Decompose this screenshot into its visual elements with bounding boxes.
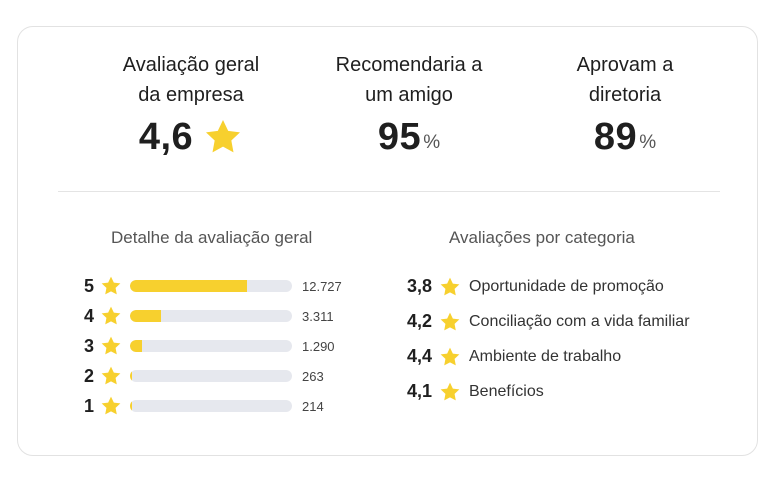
recommend-label: Recomendaria a um amigo	[335, 54, 483, 106]
category-label: Benefícios	[469, 382, 544, 400]
star-icon	[101, 306, 121, 325]
category-row[interactable]: 4,2 Conciliação com a vida familiar	[407, 304, 690, 339]
review-count: 12.727	[302, 278, 342, 294]
category-score: 4,1	[407, 381, 433, 401]
category-score: 3,8	[407, 276, 433, 296]
star-icon	[101, 366, 121, 385]
category-label: Conciliação com a vida familiar	[469, 312, 690, 330]
rating-distribution: 5 12.727 4 3.311 3 1.290 2 263 1 214	[84, 271, 342, 421]
distribution-row[interactable]: 3 1.290	[84, 331, 342, 361]
distribution-bar-fill	[130, 370, 133, 382]
star-icon	[101, 276, 121, 295]
review-count: 3.311	[302, 308, 334, 324]
distribution-bar	[130, 340, 292, 352]
distribution-bar	[130, 400, 292, 412]
star-icon	[440, 382, 460, 400]
approve-value: 89	[593, 115, 638, 158]
review-count: 214	[302, 398, 324, 414]
star-level: 1	[84, 395, 95, 416]
category-row[interactable]: 4,4 Ambiente de trabalho	[407, 339, 690, 374]
approve-percent-sign: %	[639, 132, 657, 153]
category-row[interactable]: 3,8 Oportunidade de promoção	[407, 269, 690, 304]
ratings-card: Avaliação geral da empresa 4,6 Recomenda…	[17, 26, 758, 456]
approve-management-rating: Aprovam a diretoria 89 %	[525, 50, 725, 160]
category-score: 4,4	[407, 346, 433, 366]
distribution-row[interactable]: 1 214	[84, 391, 342, 421]
distribution-bar	[130, 280, 292, 292]
star-icon	[101, 396, 121, 415]
distribution-bar-fill	[130, 340, 143, 352]
star-level: 3	[84, 335, 95, 356]
recommend-rating: Recomendaria a um amigo 95 %	[309, 50, 509, 160]
summary-section: Avaliação geral da empresa 4,6 Recomenda…	[18, 27, 757, 192]
category-ratings: 3,8 Oportunidade de promoção 4,2 Conciliaçã…	[407, 269, 690, 409]
overall-rating: Avaliação geral da empresa 4,6	[91, 50, 291, 160]
approve-label: Aprovam a diretoria	[576, 54, 674, 106]
overall-rating-value: 4,6	[138, 115, 194, 158]
star-level: 2	[84, 365, 95, 386]
distribution-row[interactable]: 2 263	[84, 361, 342, 391]
star-level: 5	[84, 275, 95, 296]
distribution-bar	[130, 370, 292, 382]
category-label: Ambiente de trabalho	[469, 347, 622, 365]
distribution-bar	[130, 310, 292, 322]
category-label: Oportunidade de promoção	[469, 277, 664, 295]
categories-title: Avaliações por categoria	[449, 228, 635, 247]
recommend-value: 95	[377, 115, 422, 158]
distribution-bar-fill	[130, 280, 247, 292]
star-icon	[101, 336, 121, 355]
star-icon	[440, 277, 460, 295]
divider	[58, 191, 720, 192]
star-level: 4	[84, 305, 95, 326]
category-row[interactable]: 4,1 Benefícios	[407, 374, 690, 409]
distribution-title: Detalhe da avaliação geral	[111, 228, 313, 247]
star-icon	[440, 312, 460, 330]
recommend-percent-sign: %	[423, 132, 441, 153]
distribution-bar-fill	[130, 310, 161, 322]
star-icon	[206, 120, 241, 153]
distribution-bar-fill	[130, 400, 133, 412]
category-score: 4,2	[407, 311, 433, 331]
distribution-row[interactable]: 5 12.727	[84, 271, 342, 301]
distribution-row[interactable]: 4 3.311	[84, 301, 342, 331]
overall-rating-label: Avaliação geral da empresa	[122, 54, 260, 106]
star-icon	[440, 347, 460, 365]
review-count: 263	[302, 368, 324, 384]
review-count: 1.290	[302, 338, 335, 354]
